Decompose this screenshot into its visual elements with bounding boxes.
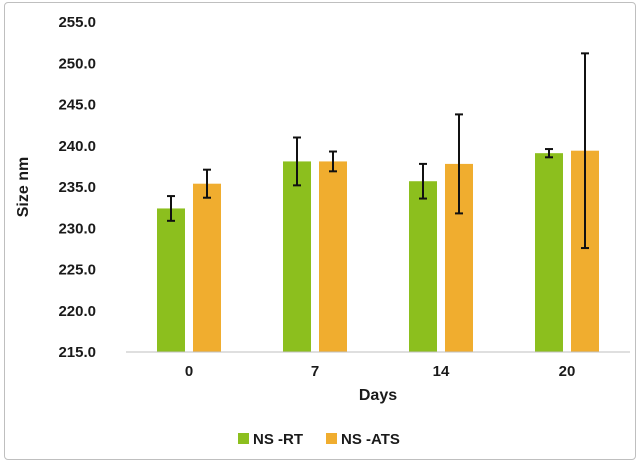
bar-ns-ats-7 [319,161,347,352]
legend-swatch [238,433,249,444]
x-tick-label: 20 [559,363,576,380]
y-tick-label: 240.0 [58,138,96,155]
y-tick-label: 255.0 [58,14,96,31]
x-tick-label: 0 [185,363,193,380]
bar-ns-rt-7 [283,161,311,352]
x-tick-label: 14 [433,363,450,380]
bar-ns-ats-0 [193,183,221,352]
x-axis-label: Days [359,387,397,404]
y-tick-label: 250.0 [58,55,96,72]
legend-swatch [326,433,337,444]
y-tick-label: 220.0 [58,303,96,320]
y-axis-ticks: 215.0 220.0 225.0 230.0 235.0 240.0 245.0 250.0… [58,14,96,361]
bar-ns-rt-0 [157,208,185,352]
y-axis-label: Size nm [15,157,32,217]
bar-ns-rt-20 [535,153,563,352]
x-tick-label: 7 [311,363,319,380]
bars [157,150,599,352]
x-axis-ticks: 0 7 14 20 [185,363,576,380]
y-tick-label: 230.0 [58,220,96,237]
legend-label: NS -RT [253,431,303,448]
y-tick-label: 235.0 [58,179,96,196]
error-bars [167,52,589,250]
legend: NS -RT NS -ATS [238,431,400,448]
y-tick-label: 215.0 [58,344,96,361]
y-tick-label: 225.0 [58,262,96,279]
bar-ns-rt-14 [409,181,437,352]
legend-label: NS -ATS [341,431,400,448]
y-tick-label: 245.0 [58,97,96,114]
